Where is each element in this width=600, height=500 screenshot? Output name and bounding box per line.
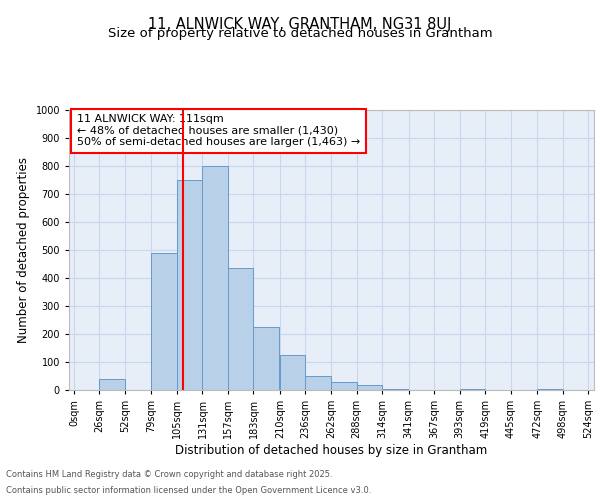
Text: Size of property relative to detached houses in Grantham: Size of property relative to detached ho… (107, 28, 493, 40)
Bar (280, 355, 305, 390)
Text: 11, ALNWICK WAY, GRANTHAM, NG31 8UJ: 11, ALNWICK WAY, GRANTHAM, NG31 8UJ (148, 18, 452, 32)
Bar (382, 388, 407, 390)
Bar (228, 268, 253, 390)
Y-axis label: Number of detached properties: Number of detached properties (17, 157, 30, 343)
Bar (151, 253, 177, 390)
Bar (356, 385, 382, 390)
Bar (177, 180, 202, 390)
Bar (331, 382, 356, 390)
Bar (305, 376, 331, 390)
Text: Contains HM Land Registry data © Crown copyright and database right 2025.: Contains HM Land Registry data © Crown c… (6, 470, 332, 479)
Bar (100, 379, 125, 390)
X-axis label: Distribution of detached houses by size in Grantham: Distribution of detached houses by size … (175, 444, 488, 457)
Text: 11 ALNWICK WAY: 111sqm
← 48% of detached houses are smaller (1,430)
50% of semi-: 11 ALNWICK WAY: 111sqm ← 48% of detached… (77, 114, 360, 148)
Bar (460, 388, 485, 390)
Bar (537, 388, 563, 390)
Bar (253, 327, 279, 390)
Text: Contains public sector information licensed under the Open Government Licence v3: Contains public sector information licen… (6, 486, 371, 495)
Bar (202, 166, 228, 390)
